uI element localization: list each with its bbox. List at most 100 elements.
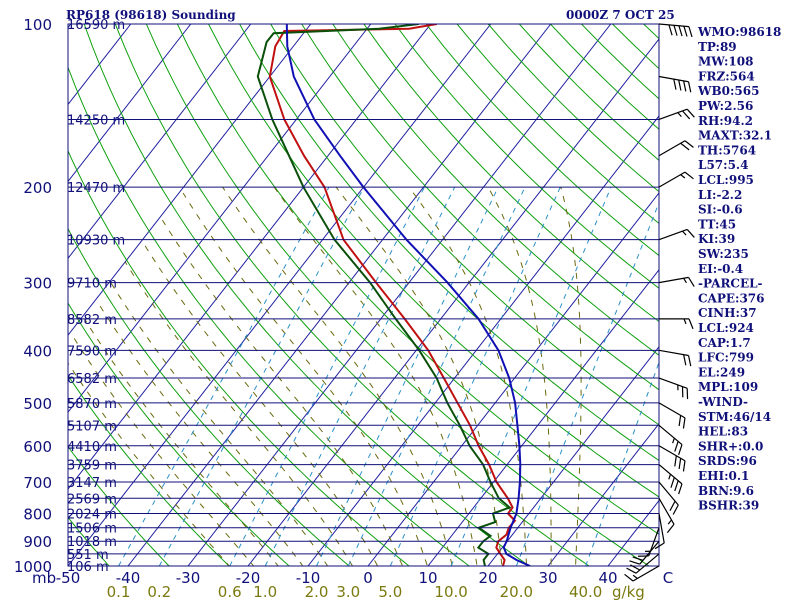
pressure-unit-label: mb	[32, 569, 56, 587]
wind-barb	[658, 497, 675, 534]
dry-adiabat	[176, 24, 659, 535]
stability-indices: WMO:98618TP:89MW:108FRZ:564WB0:565PW:2.5…	[697, 25, 781, 513]
background-grid	[68, 24, 659, 566]
index-line: BRN:9.6	[698, 484, 754, 498]
mixing-ratio-line	[158, 186, 365, 566]
wind-barb-flag	[674, 455, 677, 467]
wind-barb-flag	[688, 26, 693, 38]
wind-barb-flag	[678, 483, 683, 495]
mixing-ratio-line	[450, 186, 612, 566]
index-line: LCL:995	[698, 173, 754, 187]
index-line: TT:45	[698, 217, 736, 231]
mixing-ratio-label: 3.0	[336, 583, 360, 600]
temperature-tick-label: -40	[116, 569, 141, 587]
index-line: EI:-0.4	[698, 262, 743, 276]
mixing-ratio-line	[229, 186, 425, 566]
wind-barb-flag	[682, 417, 686, 429]
isotherm-line	[427, 269, 659, 566]
index-line: STM:46/14	[698, 410, 771, 424]
wind-barb-half	[680, 174, 686, 179]
wind-barb-flag	[683, 26, 688, 37]
wind-barb	[658, 481, 679, 515]
mixing-ratio-label: 1.0	[253, 583, 277, 600]
index-line: L57:5.4	[698, 158, 748, 172]
index-line: RH:94.2	[698, 114, 753, 128]
index-line: TH:5764	[698, 143, 756, 157]
temperature-tick-label: 40	[598, 569, 617, 587]
temperature-tick-label: -20	[236, 569, 261, 587]
mixing-unit-label: g/kg	[612, 583, 645, 600]
wind-barb	[658, 23, 693, 38]
index-line: SHR+:0.0	[698, 439, 763, 453]
dry-adiabat	[208, 24, 659, 498]
index-line: LCL:924	[698, 321, 754, 335]
height-label: 2569 m	[67, 492, 117, 507]
wind-barb-half	[668, 474, 672, 480]
index-line: CAPE:376	[698, 291, 765, 305]
isotherm-line	[127, 24, 552, 566]
temperature-axis: -50 -40 -30 -20 -10 0 10 20 30 40 C	[56, 569, 673, 587]
wind-barb-flag	[688, 318, 694, 330]
pressure-tick-label: 900	[23, 533, 52, 551]
wind-barb-flag	[678, 458, 682, 470]
isotherm-line	[68, 24, 252, 260]
wind-barb-flag	[678, 25, 683, 37]
moist-adiabat	[124, 261, 354, 566]
wind-barb-half	[632, 574, 638, 579]
wind-barb-flag	[654, 542, 665, 550]
wind-barb	[658, 402, 686, 429]
height-label: 3759 m	[67, 459, 117, 474]
height-label: 551 m	[67, 548, 109, 563]
mixing-ratio-line	[264, 186, 456, 566]
moist-adiabat	[110, 282, 329, 566]
isotherm-line	[68, 24, 432, 490]
temperature-tick-label: -10	[296, 569, 321, 587]
height-label: 9710 m	[67, 277, 117, 292]
dry-adiabat	[301, 24, 659, 391]
height-label: 4410 m	[67, 440, 117, 455]
wind-barb-flag	[684, 171, 694, 180]
height-label: 1506 m	[67, 522, 117, 537]
isotherm-line	[68, 24, 312, 337]
wind-barb-flag	[683, 80, 687, 92]
dry-adiabat	[145, 24, 651, 566]
mixing-ratio-axis: 0.1 0.2 0.6 1.0 2.0 3.0 5.0 10.0 20.0 40.0	[107, 583, 603, 600]
height-label: 5107 m	[67, 419, 117, 434]
dry-adiabat	[425, 24, 659, 257]
wind-barb-flag	[624, 573, 634, 582]
index-line: MPL:109	[698, 380, 758, 394]
pressure-tick-label: 600	[23, 438, 52, 456]
wind-barb-flag	[678, 444, 683, 455]
wind-barb	[654, 513, 665, 550]
temperature-tick-label: 10	[418, 569, 437, 587]
temperature-tick-label: -50	[56, 569, 81, 587]
pressure-tick-label: 500	[23, 395, 52, 413]
wind-barb-flag	[674, 441, 679, 452]
wind-barb-staff	[658, 108, 688, 121]
wind-barb	[658, 445, 686, 472]
index-line: CAP:1.7	[698, 336, 751, 350]
wind-barb-flag	[678, 79, 682, 91]
moist-adiabat	[560, 187, 582, 566]
wind-barb	[629, 540, 660, 565]
mixing-ratio-line	[585, 360, 659, 566]
mixing-ratio-label: 2.0	[305, 583, 329, 600]
dry-adiabat	[68, 516, 110, 566]
mixing-ratio-line	[118, 186, 330, 566]
wind-barb	[626, 553, 660, 574]
pressure-lines	[68, 23, 659, 567]
wind-barb-half	[683, 277, 687, 284]
isotherm-line	[68, 24, 372, 413]
temperature-tick-label: C	[663, 569, 673, 587]
pressure-tick-label: 700	[23, 474, 52, 492]
height-label: 14250 m	[67, 113, 125, 128]
temperature-tick-label: 20	[478, 569, 497, 587]
wind-barb	[658, 377, 689, 400]
height-label: 5870 m	[67, 397, 117, 412]
index-line: MAXT:32.1	[698, 129, 772, 143]
index-line: PW:2.56	[698, 99, 753, 113]
wind-barb-flag	[670, 477, 675, 488]
isotherm-line	[187, 24, 612, 566]
wind-barb-half	[667, 519, 672, 525]
